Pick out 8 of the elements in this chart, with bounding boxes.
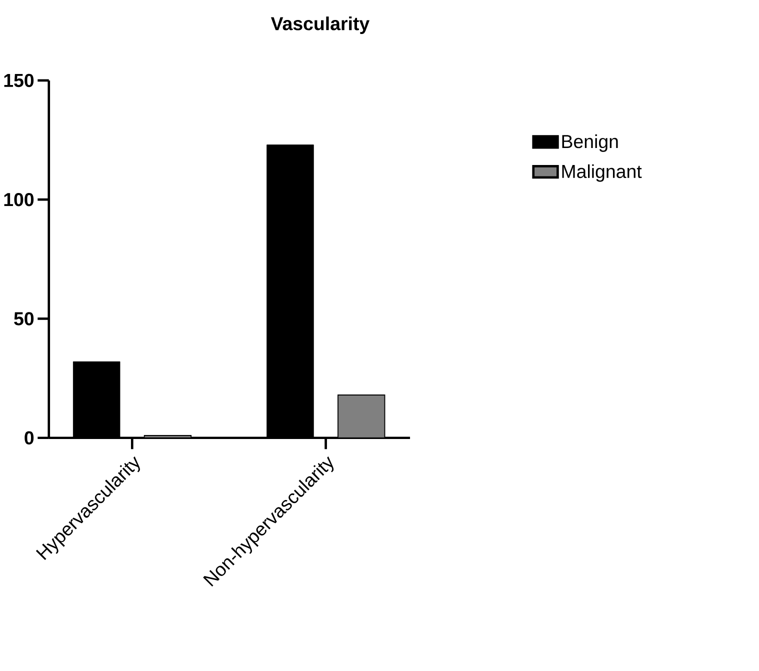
y-tick-label: 0 [24, 431, 34, 445]
chart-title: Vascularity [270, 16, 370, 34]
legend-label: Malignant [562, 164, 642, 182]
legend-label: Benign [562, 134, 618, 152]
y-tick-label: 150 [4, 74, 34, 88]
bar [337, 394, 386, 438]
y-tick-label: 100 [4, 193, 34, 206]
y-tick-label: 50 [14, 312, 34, 326]
